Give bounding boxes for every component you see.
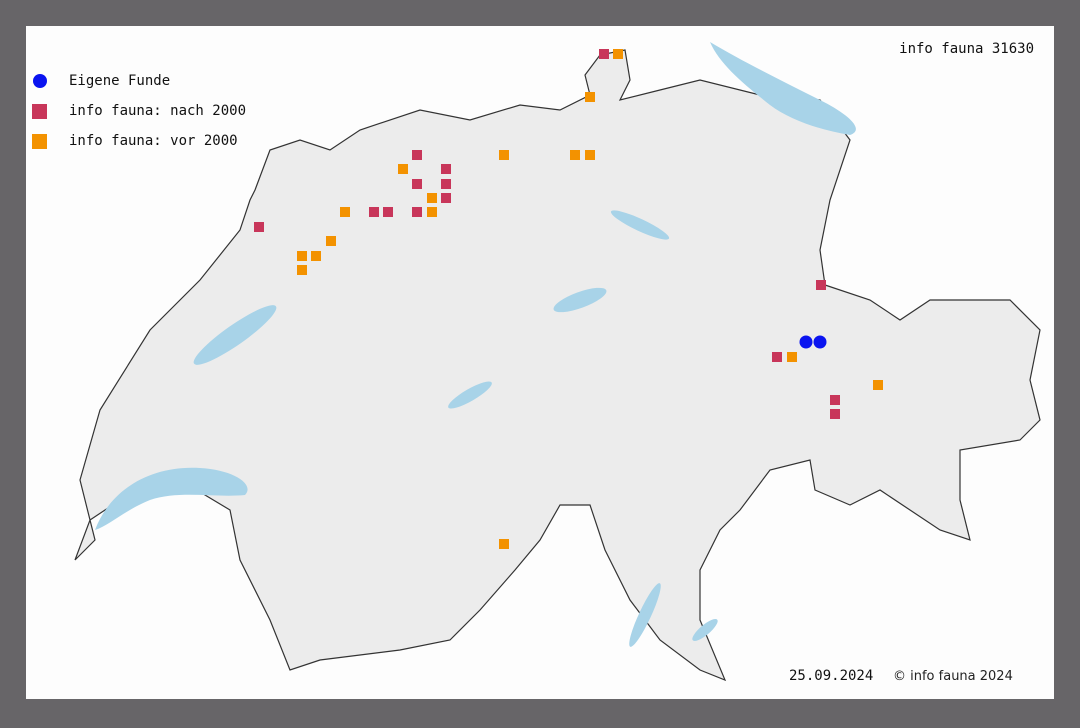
orange-square-icon <box>32 133 47 149</box>
country-outline <box>74 49 1041 682</box>
record-marker-before-2000 <box>311 251 321 261</box>
own-record-marker <box>813 335 827 349</box>
copyright-label: © info fauna 2024 <box>893 669 1013 684</box>
legend-item-nach-2000: info fauna: nach 2000 <box>32 103 246 119</box>
legend-label: info fauna: vor 2000 <box>69 133 238 149</box>
record-marker-before-2000 <box>499 539 509 549</box>
record-marker-after-2000 <box>383 207 393 217</box>
map-title: info fauna 31630 <box>899 41 1034 57</box>
lake-neuchatel <box>193 305 277 365</box>
own-record-marker <box>799 335 813 349</box>
record-marker-before-2000 <box>613 49 623 59</box>
map-frame: Eigene Funde info fauna: nach 2000 info … <box>26 26 1054 699</box>
legend-item-vor-2000: info fauna: vor 2000 <box>32 133 238 149</box>
record-marker-before-2000 <box>499 150 509 160</box>
date-label: 25.09.2024 <box>789 668 874 684</box>
red-square-icon <box>32 103 47 119</box>
lake-maggiore <box>629 583 661 647</box>
record-marker-after-2000 <box>772 352 782 362</box>
record-marker-after-2000 <box>830 409 840 419</box>
record-marker-after-2000 <box>369 207 379 217</box>
record-marker-before-2000 <box>873 380 883 390</box>
lakes <box>95 42 856 647</box>
record-marker-after-2000 <box>441 193 451 203</box>
lake-lucerne <box>553 287 607 313</box>
record-marker-before-2000 <box>787 352 797 362</box>
switzerland-map <box>74 42 1041 682</box>
lake-thun <box>448 381 492 409</box>
record-marker-after-2000 <box>441 179 451 189</box>
lake-zurich <box>610 210 670 240</box>
record-marker-after-2000 <box>412 150 422 160</box>
record-marker-before-2000 <box>427 207 437 217</box>
legend-item-eigene-funde: Eigene Funde <box>32 73 170 89</box>
legend-label: info fauna: nach 2000 <box>69 103 247 119</box>
record-marker-after-2000 <box>412 207 422 217</box>
record-marker-after-2000 <box>830 395 840 405</box>
record-marker-after-2000 <box>254 222 264 232</box>
legend-label: Eigene Funde <box>69 73 171 89</box>
record-marker-before-2000 <box>297 251 307 261</box>
record-marker-after-2000 <box>816 280 826 290</box>
record-marker-after-2000 <box>412 179 422 189</box>
record-marker-before-2000 <box>427 193 437 203</box>
record-marker-before-2000 <box>570 150 580 160</box>
lake-lugano <box>692 619 718 641</box>
lake-constance <box>710 42 856 135</box>
blue-circle-icon <box>33 74 47 88</box>
record-marker-before-2000 <box>297 265 307 275</box>
record-marker-after-2000 <box>441 164 451 174</box>
lake-geneva <box>95 467 248 530</box>
record-marker-after-2000 <box>599 49 609 59</box>
markers <box>254 49 883 549</box>
record-marker-before-2000 <box>398 164 408 174</box>
record-marker-before-2000 <box>340 207 350 217</box>
record-marker-before-2000 <box>585 150 595 160</box>
record-marker-before-2000 <box>585 92 595 102</box>
record-marker-before-2000 <box>326 236 336 246</box>
